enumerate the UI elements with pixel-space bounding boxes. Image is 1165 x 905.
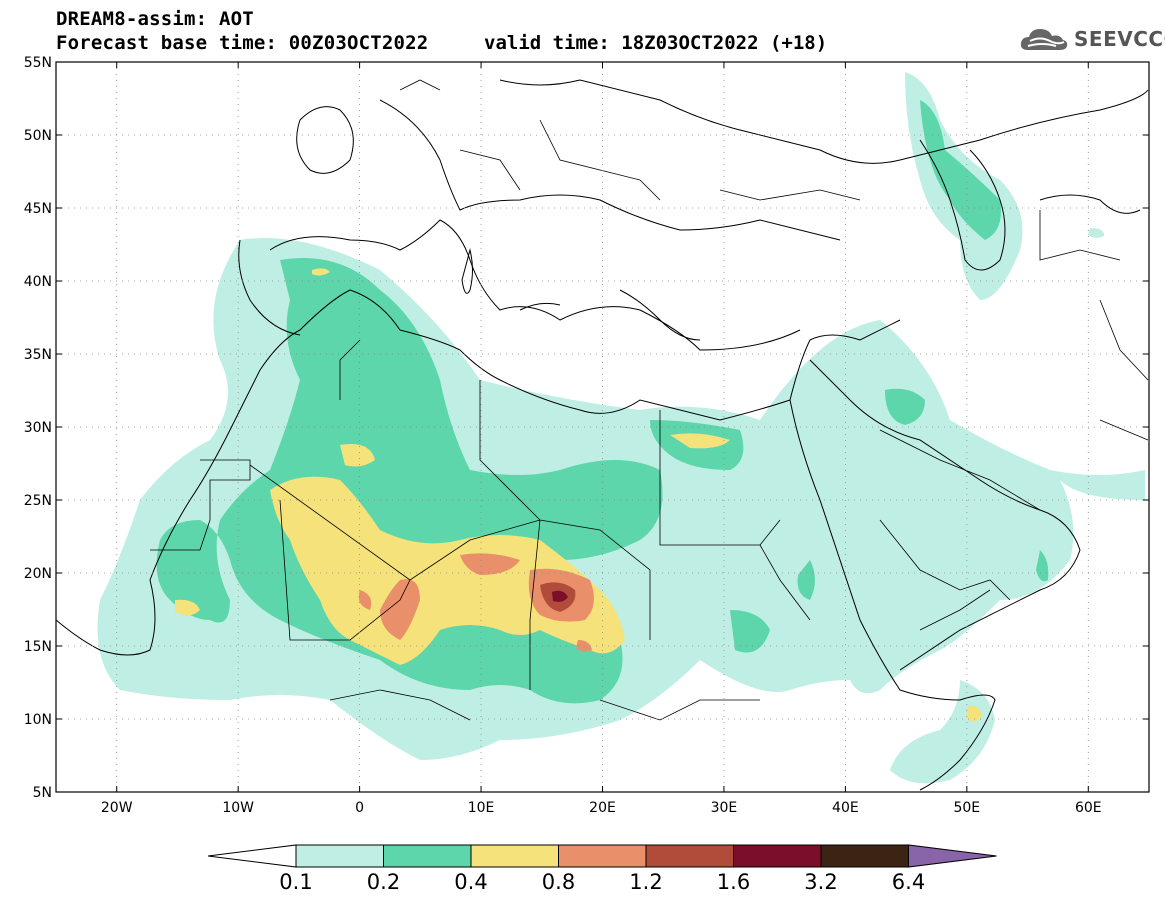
colorbar-segment [470,844,559,868]
colorbar-label: 0.8 [542,870,575,894]
lat-tick-label: 30N [24,420,52,436]
lat-tick-label: 25N [24,493,52,509]
coastlines [56,79,1149,791]
aot-contours [56,72,1149,791]
lon-tick-label: 50E [953,800,980,816]
lon-tick-label: 0 [355,800,364,816]
colorbar-segment [558,844,647,868]
colorbar-segment [733,844,822,868]
lon-tick-label: 20W [101,800,133,816]
lat-tick-label: 40N [24,274,52,290]
lat-tick-label: 50N [24,128,52,144]
aot-level-0.4 [175,268,982,722]
valid-time: valid time: 18Z03OCT2022 (+18) [484,32,828,54]
longitude-ticks: 20W 10W 0 10E 20E 30E 40E 50E 60E [101,62,1102,816]
logo-text: SEEVCCC [1074,27,1165,51]
lat-tick-label: 45N [24,201,52,217]
chart-title: DREAM8-assim: AOT [56,8,254,30]
lon-tick-label: 10E [468,800,495,816]
lat-tick-label: 5N [33,785,52,801]
gridlines [56,62,1149,792]
cloud-icon [1020,29,1068,50]
colorbar-segment [383,844,472,868]
aot-level-0.1 [97,72,1145,784]
lon-tick-label: 60E [1075,800,1102,816]
lat-tick-label: 20N [24,566,52,582]
lon-tick-label: 10W [222,800,254,816]
colorbar-segment [295,844,384,868]
colorbar-label: 6.4 [892,870,925,894]
lon-tick-label: 20E [589,800,616,816]
colorbar-label: 0.1 [279,870,312,894]
colorbar: 0.1 0.2 0.4 0.8 1.2 1.6 3.2 6.4 [207,844,997,894]
lon-tick-label: 40E [832,800,859,816]
lat-tick-label: 15N [24,639,52,655]
seevccc-logo: SEEVCCC [1018,24,1165,54]
colorbar-segment [820,844,909,868]
country-borders [150,79,1149,721]
lon-tick-label: 30E [711,800,738,816]
base-time: Forecast base time: 00Z03OCT2022 [56,32,429,54]
colorbar-label: 1.2 [629,870,662,894]
colorbar-label: 3.2 [804,870,837,894]
aot-level-1.6 [552,590,568,602]
colorbar-under-arrow [207,844,297,868]
lat-tick-label: 10N [24,712,52,728]
latitude-ticks: 55N 50N 45N 40N 35N 30N 25N 20N 15N 10N 5N [24,55,1149,801]
lat-tick-label: 35N [24,347,52,363]
colorbar-segment [645,844,734,868]
lat-tick-label: 55N [24,55,52,71]
colorbar-over-arrow [908,844,997,868]
colorbar-label: 0.2 [367,870,400,894]
colorbar-label: 1.6 [717,870,750,894]
colorbar-label: 0.4 [454,870,487,894]
